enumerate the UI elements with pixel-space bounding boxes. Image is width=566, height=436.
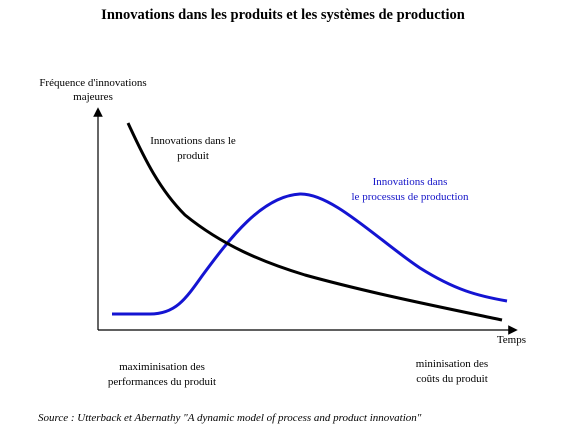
right-note-line-2: coûts du produit [416,373,488,385]
left-note: maximinisation des performances du produ… [92,360,232,390]
process-curve-label-line-2: le processus de production [351,191,469,203]
right-note-line-1: mininisation des [415,358,489,370]
y-axis-label-line-2: majeures [73,91,113,103]
source-citation: Source : Utterback et Abernathy "A dynam… [38,412,422,424]
x-axis-label: Temps [496,334,526,346]
product-innovation-curve [126,122,503,322]
process-curve-label: Innovations dans le processus de product… [330,175,490,205]
product-curve-label-line-2: produit [177,150,209,162]
right-note: mininisation des coûts du produit [392,357,512,387]
y-axis-label: Fréquence d'innovations majeures [28,76,158,104]
left-note-line-2: performances du produit [107,376,217,388]
product-curve-label: Innovations dans le produit [138,134,248,164]
left-note-line-1: maximinisation des [119,361,205,373]
product-curve-label-line-1: Innovations dans le [150,135,236,147]
process-curve-label-line-1: Innovations dans [372,176,448,188]
diagram-title: Innovations dans les produits et les sys… [101,7,465,23]
process-innovation-curve [112,192,508,316]
y-axis-label-line-1: Fréquence d'innovations [39,77,147,89]
